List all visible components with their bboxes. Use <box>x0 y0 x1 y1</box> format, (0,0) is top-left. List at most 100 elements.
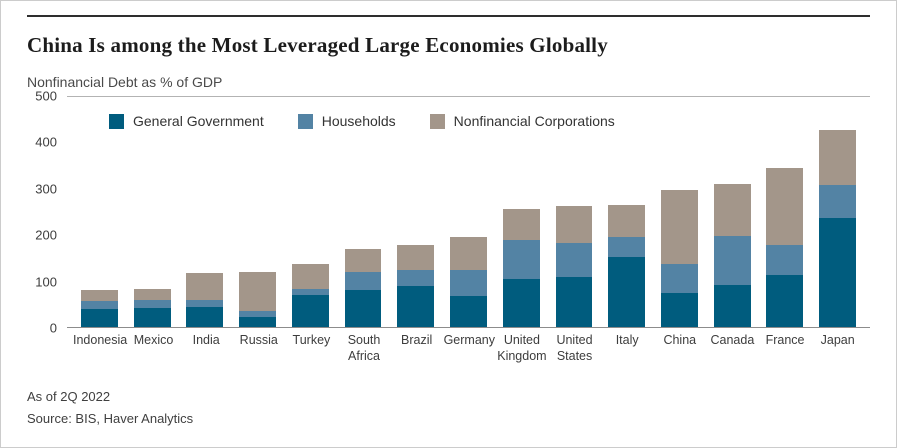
chart-footer: As of 2Q 2022 Source: BIS, Haver Analyti… <box>27 386 870 429</box>
bar-segment <box>608 237 646 258</box>
bar-segment <box>239 316 277 327</box>
bar-slot <box>178 97 231 327</box>
x-axis-label: Turkey <box>292 333 331 347</box>
bar-segment <box>450 295 487 327</box>
x-axis-label: United Kingdom <box>497 333 547 363</box>
bar-segment <box>397 269 435 286</box>
stacked-bar <box>819 97 857 327</box>
x-axis-label: Japan <box>820 333 855 347</box>
bar-slot <box>442 97 495 327</box>
x-axis-label: Russia <box>239 333 278 347</box>
stacked-bar <box>502 97 540 327</box>
y-axis-label: 400 <box>35 134 57 150</box>
stacked-bar <box>344 97 382 327</box>
bar-segment <box>239 271 277 311</box>
bar-segment <box>766 168 804 246</box>
bar-slot <box>811 97 864 327</box>
x-axis-label: Italy <box>615 333 639 347</box>
bar-segment <box>291 263 329 290</box>
bar-slot <box>495 97 548 327</box>
stacked-bar <box>291 97 329 327</box>
bar-segment <box>80 300 118 309</box>
stacked-bar <box>766 97 804 327</box>
legend-item: General Government <box>109 113 264 129</box>
bar-segment <box>291 289 329 295</box>
x-axis-label: Mexico <box>133 333 174 347</box>
stacked-bar <box>133 97 171 327</box>
bar-segment <box>766 245 804 276</box>
legend-label: Households <box>321 113 396 129</box>
legend-swatch-icon <box>297 113 313 129</box>
bar-segment <box>133 307 171 327</box>
chart-title: China Is among the Most Leveraged Large … <box>27 33 608 57</box>
bar-segment <box>450 270 487 296</box>
bar-segment <box>80 308 118 327</box>
x-axis-label: China <box>663 333 697 347</box>
bar-segment <box>555 242 593 278</box>
bar-slot <box>548 97 601 327</box>
bar-segment <box>660 264 698 293</box>
legend-label: Nonfinancial Corporations <box>453 113 615 129</box>
plot-wrap: General Government Households Nonfinancial… <box>67 96 870 364</box>
bar-segment <box>239 310 277 317</box>
legend-swatch-icon <box>109 113 124 129</box>
legend-label: General Government <box>133 113 264 129</box>
bar-slot <box>337 97 390 327</box>
y-axis-label: 500 <box>35 88 57 104</box>
bar-slot <box>600 97 653 327</box>
stacked-bar <box>713 97 751 327</box>
bar-segment <box>450 237 487 271</box>
stacked-bar <box>239 97 277 327</box>
bar-segment <box>344 248 382 272</box>
stacked-bar <box>450 97 487 327</box>
stacked-bar <box>555 97 593 327</box>
bar-segment <box>186 273 224 301</box>
top-rule <box>27 15 870 17</box>
bar-slot <box>73 97 126 327</box>
bar-segment <box>133 288 171 301</box>
x-axis-label: Germany <box>443 333 495 347</box>
bar-segment <box>397 245 435 270</box>
bar-segment <box>502 278 540 327</box>
bar-segment <box>80 289 118 301</box>
stacked-bar <box>397 97 435 327</box>
bar-segment <box>819 130 857 186</box>
x-axis-label: United States <box>556 333 593 363</box>
stacked-bar <box>80 97 118 327</box>
bar-segment <box>344 271 382 291</box>
x-axis-label: South Africa <box>347 333 381 363</box>
bar-segment <box>819 185 857 218</box>
bar-segment <box>608 257 646 327</box>
bar-segment <box>819 217 857 327</box>
bar-segment <box>397 285 435 327</box>
bar-segment <box>186 306 224 327</box>
x-axis-label: Indonesia <box>73 333 128 347</box>
bars <box>67 97 870 327</box>
x-axis-label: India <box>192 333 220 347</box>
bar-segment <box>555 277 593 327</box>
bar-slot <box>231 97 284 327</box>
y-axis-label: 0 <box>49 320 57 336</box>
legend: General Government Households Nonfinancial… <box>109 113 615 129</box>
legend-item: Nonfinancial Corporations <box>429 113 615 129</box>
y-axis-label: 200 <box>35 227 57 243</box>
bar-slot <box>653 97 706 327</box>
y-axis: 0 100 200 300 400 500 <box>27 89 67 336</box>
x-axis-label: France <box>765 333 805 347</box>
bar-segment <box>713 236 751 286</box>
y-axis-label: 100 <box>35 274 57 290</box>
bar-slot <box>126 97 179 327</box>
y-axis-label: 300 <box>35 181 57 197</box>
bar-segment <box>133 300 171 308</box>
x-axis: Indonesia Mexico India Russia Turkey South Af… <box>67 328 870 364</box>
bar-segment <box>344 290 382 327</box>
bar-segment <box>555 205 593 243</box>
stacked-bar <box>608 97 646 327</box>
legend-item: Households <box>297 113 396 129</box>
legend-swatch-icon <box>429 113 445 129</box>
bar-slot <box>284 97 337 327</box>
bar-segment <box>713 183 751 237</box>
bar-segment <box>660 190 698 264</box>
x-axis-label: Brazil <box>401 333 433 347</box>
